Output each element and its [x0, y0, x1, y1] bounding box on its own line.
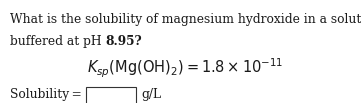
Text: What is the solubility of magnesium hydroxide in a solution: What is the solubility of magnesium hydr…: [10, 13, 361, 26]
Text: buffered at pH: buffered at pH: [10, 35, 105, 48]
Text: Solubility =: Solubility =: [10, 88, 82, 101]
Text: g/L: g/L: [142, 88, 162, 101]
FancyBboxPatch shape: [86, 87, 136, 103]
Text: 8.95?: 8.95?: [105, 35, 142, 48]
Text: $K_{sp}(\mathrm{Mg(OH)_2}) = 1.8 \times 10^{-11}$: $K_{sp}(\mathrm{Mg(OH)_2}) = 1.8 \times …: [87, 57, 283, 80]
